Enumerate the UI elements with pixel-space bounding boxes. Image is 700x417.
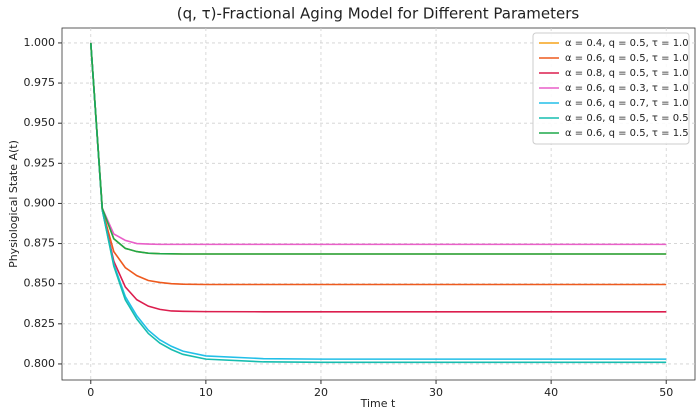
- y-tick-label: 1.000: [24, 36, 56, 49]
- legend-label: α = 0.4, q = 0.5, τ = 1.0: [565, 38, 689, 49]
- y-tick-label: 0.850: [24, 277, 56, 290]
- y-axis-label: Physiological State A(t): [7, 140, 20, 268]
- legend-label: α = 0.8, q = 0.5, τ = 1.0: [565, 68, 689, 79]
- legend-label: α = 0.6, q = 0.3, τ = 1.0: [565, 83, 689, 94]
- chart-title: (q, τ)-Fractional Aging Model for Differ…: [177, 5, 580, 23]
- legend-box: [532, 32, 690, 145]
- plot-frame: [61, 27, 696, 381]
- y-tick-label: 0.925: [24, 156, 56, 169]
- x-tick-label: 50: [659, 386, 673, 399]
- series-line: [89, 42, 667, 246]
- x-tick-label: 10: [199, 386, 213, 399]
- legend-label: α = 0.6, q = 0.5, τ = 1.5: [565, 128, 689, 139]
- y-tick-label: 0.800: [24, 357, 56, 370]
- x-tick-label: 0: [87, 386, 94, 399]
- y-tick-label: 0.975: [24, 76, 56, 89]
- legend-label: α = 0.6, q = 0.5, τ = 0.5: [565, 113, 689, 124]
- legend-label: α = 0.6, q = 0.5, τ = 1.0: [565, 53, 689, 64]
- x-tick-label: 30: [429, 386, 443, 399]
- legend-label: α = 0.6, q = 0.7, τ = 1.0: [565, 98, 689, 109]
- y-tick-label: 0.825: [24, 317, 56, 330]
- y-tick-label: 0.950: [24, 116, 56, 129]
- series-line: [89, 42, 667, 286]
- series-line: [89, 42, 667, 364]
- y-tick-label: 0.875: [24, 237, 56, 250]
- series-line: [89, 42, 667, 255]
- series-line: [89, 42, 667, 313]
- y-tick-label: 0.900: [24, 196, 56, 209]
- x-tick-label: 40: [544, 386, 558, 399]
- x-tick-label: 20: [314, 386, 328, 399]
- x-axis-label: Time t: [360, 397, 396, 410]
